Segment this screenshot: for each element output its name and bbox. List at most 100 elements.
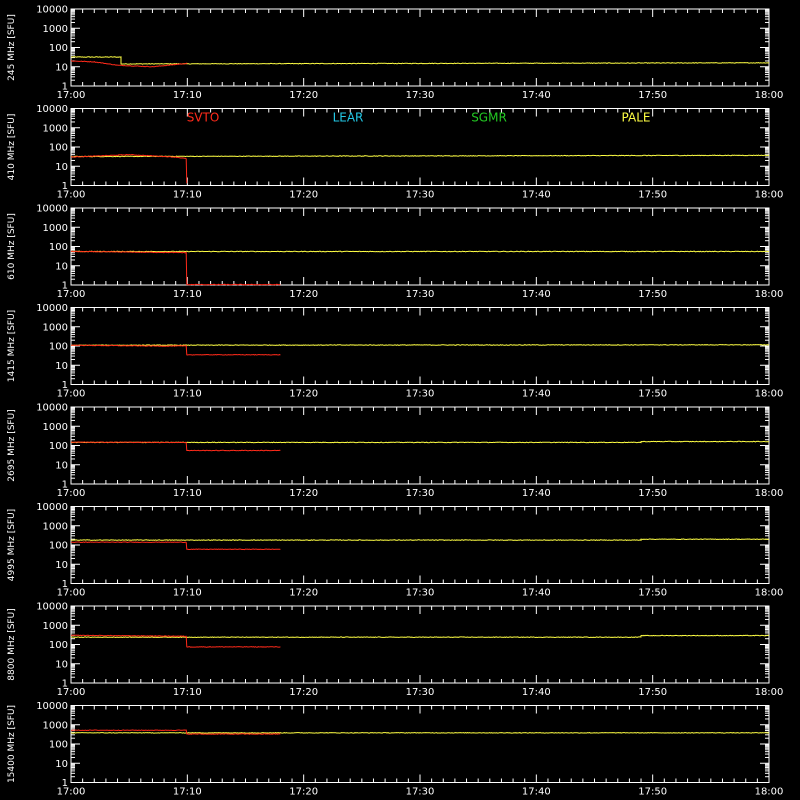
y-tick-label: 10 xyxy=(55,162,68,173)
y-tick-label: 100 xyxy=(49,541,68,552)
y-tick-label: 100 xyxy=(49,640,68,651)
y-tick-label: 1000 xyxy=(43,521,68,532)
y-tick-label: 10000 xyxy=(36,104,68,115)
plot-frame xyxy=(70,406,770,485)
series-svto xyxy=(70,634,281,648)
x-tick-label: 18:00 xyxy=(755,687,784,698)
y-tick-label: 1 xyxy=(62,679,68,690)
y-tick-label: 100 xyxy=(49,441,68,452)
y-tick-label: 10 xyxy=(55,759,68,770)
x-tick-label: 17:30 xyxy=(406,687,435,698)
legend-sgmr: SGMR xyxy=(471,111,507,125)
x-tick-label: 17:20 xyxy=(289,588,318,599)
x-tick-label: 17:10 xyxy=(173,588,202,599)
y-tick-label: 10000 xyxy=(36,204,68,215)
y-axis-label: 245 MHz [SFU] xyxy=(7,14,17,81)
x-tick-label: 17:50 xyxy=(638,389,667,400)
series-svto xyxy=(70,250,281,286)
x-tick-label: 17:00 xyxy=(57,687,86,698)
x-tick-label: 17:40 xyxy=(522,289,551,300)
x-tick-label: 17:20 xyxy=(289,90,318,101)
y-tick-label: 10000 xyxy=(36,502,68,513)
x-tick-label: 18:00 xyxy=(755,787,784,798)
y-tick-label: 100 xyxy=(49,242,68,253)
x-tick-label: 17:10 xyxy=(173,289,202,300)
x-tick-label: 17:30 xyxy=(406,289,435,300)
x-tick-label: 17:20 xyxy=(289,190,318,201)
y-tick-label: 10 xyxy=(55,261,68,272)
plot-frame xyxy=(70,8,770,87)
series-pale xyxy=(70,56,770,65)
x-tick-label: 17:30 xyxy=(406,190,435,201)
x-tick-label: 17:50 xyxy=(638,588,667,599)
series-pale xyxy=(70,154,770,158)
panel-5: 1 10 100 1000 10000 17:00 17:10 17:20 17:30 17:40… xyxy=(7,403,783,500)
y-tick-label: 1 xyxy=(62,579,68,590)
series-svto xyxy=(70,153,188,184)
series-svto xyxy=(70,344,281,356)
y-tick-label: 1000 xyxy=(43,621,68,632)
x-tick-label: 17:00 xyxy=(57,389,86,400)
series-pale xyxy=(71,250,770,253)
x-tick-label: 17:50 xyxy=(638,90,667,101)
y-tick-label: 1 xyxy=(62,281,68,292)
panel-3: 1 10 100 1000 10000 17:00 17:10 17:20 17:30 17:40… xyxy=(7,204,783,301)
x-tick-label: 18:00 xyxy=(755,588,784,599)
x-tick-label: 17:20 xyxy=(289,687,318,698)
y-tick-label: 10000 xyxy=(36,403,68,414)
y-axis-label: 610 MHz [SFU] xyxy=(7,213,17,280)
y-tick-label: 10000 xyxy=(36,303,68,314)
legend-svto: SVTO xyxy=(187,111,220,125)
panel-7: 1 10 100 1000 10000 17:00 17:10 17:20 17:30 17:40… xyxy=(7,602,783,699)
x-tick-label: 17:30 xyxy=(406,488,435,499)
series-pale xyxy=(70,634,770,639)
x-tick-label: 17:20 xyxy=(289,787,318,798)
series-pale xyxy=(70,538,770,542)
x-tick-label: 17:40 xyxy=(522,488,551,499)
x-tick-label: 17:50 xyxy=(638,190,667,201)
y-axis-label: 8800 MHz [SFU] xyxy=(7,608,17,680)
panel-4: 1 10 100 1000 10000 17:00 17:10 17:20 17:30 17:40… xyxy=(7,303,783,400)
x-tick-label: 17:40 xyxy=(522,90,551,101)
x-tick-label: 18:00 xyxy=(755,90,784,101)
x-tick-label: 17:30 xyxy=(406,588,435,599)
plot-frame xyxy=(70,506,770,584)
x-tick-label: 17:10 xyxy=(173,787,202,798)
panel-1: 1 10 100 1000 10000 17:00 17:10 17:20 17:30 17:40… xyxy=(7,5,783,102)
y-tick-label: 10 xyxy=(55,361,68,372)
x-tick-label: 17:40 xyxy=(522,588,551,599)
series-pale xyxy=(70,440,770,444)
plot-frame xyxy=(70,605,770,684)
x-tick-label: 17:10 xyxy=(173,90,202,101)
legend-lear: LEAR xyxy=(333,111,364,125)
plot-frame xyxy=(70,207,770,286)
y-tick-label: 10000 xyxy=(36,602,68,613)
y-tick-label: 10 xyxy=(55,659,68,670)
x-tick-label: 17:00 xyxy=(57,289,86,300)
y-axis-label: 15400 MHz [SFU] xyxy=(7,705,17,783)
y-tick-label: 1 xyxy=(62,380,68,391)
x-tick-label: 17:00 xyxy=(57,588,86,599)
series-svto xyxy=(70,441,281,452)
x-tick-label: 17:40 xyxy=(522,687,551,698)
series-svto xyxy=(70,60,188,68)
y-tick-label: 100 xyxy=(49,43,68,54)
x-tick-label: 17:10 xyxy=(173,488,202,499)
x-tick-label: 17:10 xyxy=(173,389,202,400)
panel-2: 1 10 100 1000 10000 17:00 17:10 17:20 17:30 17:40… xyxy=(7,104,783,201)
y-tick-label: 10 xyxy=(55,560,68,571)
series-svto xyxy=(70,541,281,551)
y-axis-label: 2695 MHz [SFU] xyxy=(7,409,17,481)
y-tick-label: 1000 xyxy=(43,123,68,134)
x-tick-label: 17:00 xyxy=(57,90,86,101)
series-pale xyxy=(70,732,770,734)
x-tick-label: 17:50 xyxy=(638,289,667,300)
y-axis-label: 410 MHz [SFU] xyxy=(7,114,17,181)
x-tick-label: 17:00 xyxy=(57,190,86,201)
x-tick-label: 18:00 xyxy=(755,190,784,201)
y-tick-label: 10 xyxy=(55,62,68,73)
series-pale xyxy=(70,344,770,347)
x-tick-label: 18:00 xyxy=(755,389,784,400)
panel-8: 1 10 100 1000 10000 17:00 17:10 17:20 17:30 17:40… xyxy=(7,701,783,798)
